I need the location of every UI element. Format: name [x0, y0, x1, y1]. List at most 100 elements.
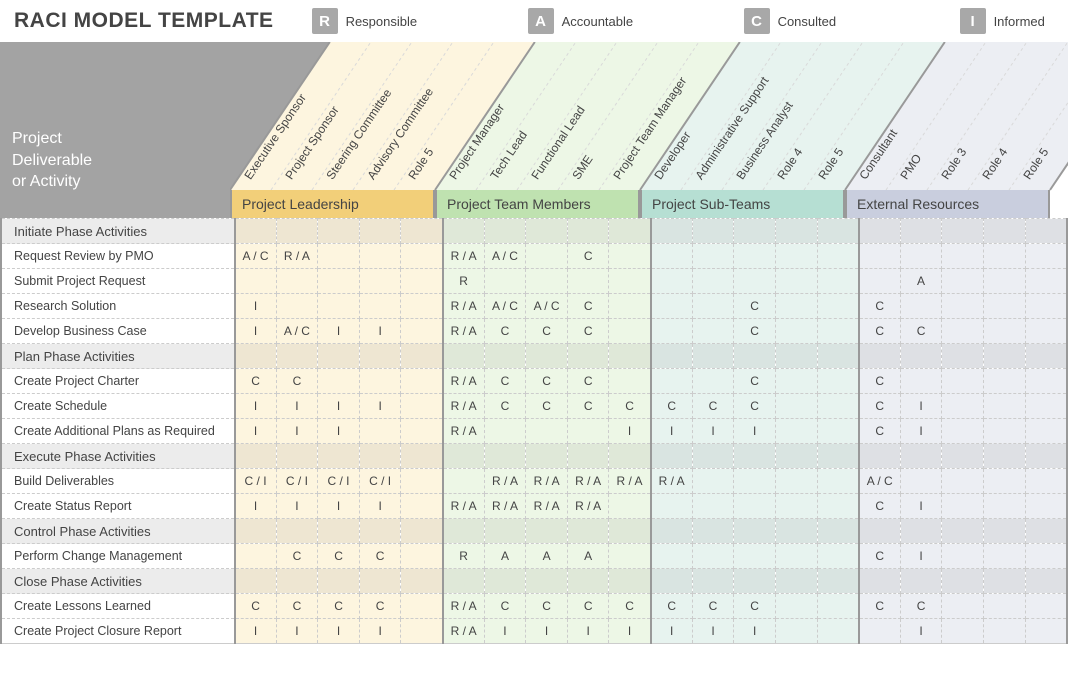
role-header: PMO	[897, 152, 924, 182]
raci-cell: R / A	[443, 394, 485, 419]
raci-cell	[1025, 344, 1067, 369]
raci-cell	[900, 244, 942, 269]
legend-item-a: AAccountable	[528, 8, 718, 34]
raci-cell	[983, 569, 1025, 594]
raci-cell	[817, 619, 859, 644]
raci-cell	[775, 444, 817, 469]
role-header: Project Team Manager	[610, 74, 689, 182]
raci-cell	[1025, 369, 1067, 394]
role-header: Developer	[651, 129, 693, 182]
raci-cell	[651, 244, 693, 269]
raci-cell: I	[692, 419, 734, 444]
group-header: Project Team Members	[435, 190, 640, 218]
raci-cell	[609, 269, 651, 294]
raci-cell	[900, 519, 942, 544]
legend-badge: R	[312, 8, 338, 34]
raci-cell: I	[900, 544, 942, 569]
raci-cell	[443, 219, 485, 244]
raci-cell	[276, 294, 318, 319]
raci-cell	[443, 519, 485, 544]
raci-cell	[567, 344, 609, 369]
raci-cell: I	[900, 419, 942, 444]
activity-row: Create Status ReportIIIIR / AR / AR / AR…	[1, 494, 1067, 519]
raci-cell: C	[734, 369, 776, 394]
raci-cell	[817, 494, 859, 519]
raci-cell	[235, 269, 277, 294]
column-header-area: ProjectDeliverableor Activity Executive …	[0, 42, 1068, 218]
activity-cell: Control Phase Activities	[1, 519, 235, 544]
raci-cell: I	[651, 619, 693, 644]
activity-cell: Build Deliverables	[1, 469, 235, 494]
raci-cell: C	[692, 394, 734, 419]
raci-cell: I	[235, 494, 277, 519]
raci-cell	[359, 294, 401, 319]
activity-cell: Submit Project Request	[1, 269, 235, 294]
raci-cell	[276, 269, 318, 294]
raci-cell: C	[276, 369, 318, 394]
raci-cell	[983, 219, 1025, 244]
raci-cell: C	[484, 594, 526, 619]
raci-cell: C	[859, 369, 901, 394]
raci-cell	[1025, 569, 1067, 594]
raci-cell	[692, 469, 734, 494]
raci-cell: C	[900, 594, 942, 619]
raci-cell	[942, 519, 984, 544]
raci-cell: C	[484, 369, 526, 394]
raci-cell	[1025, 269, 1067, 294]
section-row: Execute Phase Activities	[1, 444, 1067, 469]
raci-cell	[775, 369, 817, 394]
raci-cell	[859, 219, 901, 244]
raci-cell: C	[526, 594, 568, 619]
raci-cell	[401, 344, 443, 369]
group-header: External Resources	[845, 190, 1050, 218]
raci-cell: I	[276, 419, 318, 444]
role-header: Steering Committee	[323, 86, 394, 182]
raci-cell	[276, 444, 318, 469]
raci-cell: I	[359, 619, 401, 644]
raci-cell	[276, 569, 318, 594]
raci-cell: C	[859, 294, 901, 319]
raci-cell: I	[359, 319, 401, 344]
raci-cell	[1025, 244, 1067, 269]
role-header: Role 5	[1020, 145, 1051, 182]
raci-cell: C	[484, 319, 526, 344]
section-row: Close Phase Activities	[1, 569, 1067, 594]
role-header: Role 5	[405, 145, 436, 182]
raci-cell	[651, 544, 693, 569]
raci-cell: C	[567, 244, 609, 269]
raci-cell: C	[734, 394, 776, 419]
raci-cell	[983, 369, 1025, 394]
raci-cell	[983, 544, 1025, 569]
role-header: Consultant	[856, 127, 900, 182]
raci-cell: I	[692, 619, 734, 644]
raci-cell: C	[859, 419, 901, 444]
raci-cell	[609, 219, 651, 244]
raci-cell	[651, 494, 693, 519]
raci-cell: C	[734, 319, 776, 344]
raci-cell	[567, 269, 609, 294]
legend-label: Responsible	[346, 14, 418, 29]
raci-cell	[859, 519, 901, 544]
raci-cell	[609, 444, 651, 469]
topbar: RACI MODEL TEMPLATE RResponsibleAAccount…	[0, 0, 1068, 42]
raci-cell: I	[235, 294, 277, 319]
raci-cell	[276, 219, 318, 244]
raci-cell	[318, 294, 360, 319]
raci-cell	[983, 519, 1025, 544]
raci-cell	[900, 294, 942, 319]
raci-cell: I	[651, 419, 693, 444]
raci-cell	[401, 319, 443, 344]
activity-row: Create Lessons LearnedCCCCR / ACCCCCCCCC	[1, 594, 1067, 619]
raci-cell	[983, 619, 1025, 644]
raci-cell	[775, 344, 817, 369]
raci-cell	[359, 244, 401, 269]
raci-cell	[942, 269, 984, 294]
raci-cell	[692, 344, 734, 369]
raci-cell: C	[276, 544, 318, 569]
raci-cell: C / I	[276, 469, 318, 494]
raci-cell: C	[859, 494, 901, 519]
raci-cell: I	[734, 619, 776, 644]
raci-cell	[401, 419, 443, 444]
raci-cell	[775, 544, 817, 569]
raci-cell	[318, 344, 360, 369]
